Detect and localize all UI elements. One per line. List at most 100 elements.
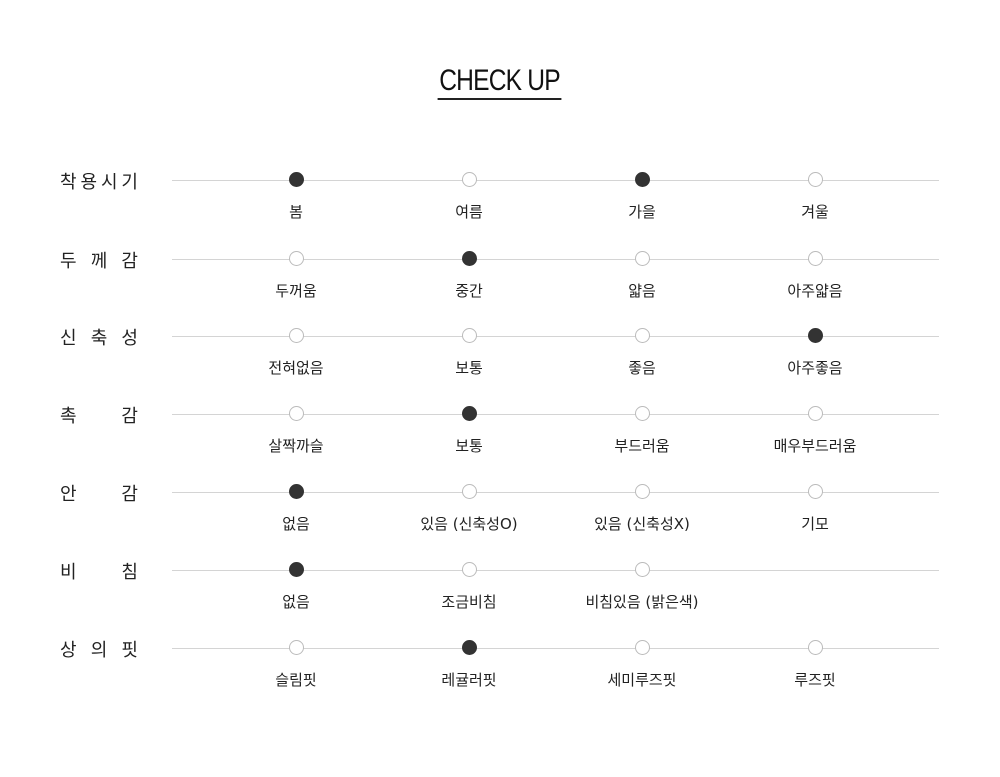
checkup-row: 착용시기 봄 여름 가을 겨울 bbox=[0, 172, 1000, 240]
option-label: 가을 bbox=[628, 203, 656, 221]
option-item[interactable]: 없음 bbox=[216, 562, 376, 612]
option-item[interactable]: 조금비침 bbox=[389, 562, 549, 612]
radio-unselected-icon[interactable] bbox=[634, 328, 650, 343]
option-item[interactable]: 전혀없음 bbox=[216, 328, 376, 378]
option-label: 루즈핏 bbox=[794, 671, 836, 689]
option-label: 아주얇음 bbox=[787, 282, 843, 300]
option-item[interactable]: 겨울 bbox=[735, 172, 895, 222]
row-divider-line bbox=[172, 414, 939, 415]
option-item[interactable]: 있음 (신축성O) bbox=[389, 484, 549, 534]
option-item[interactable]: 레귤러핏 bbox=[389, 640, 549, 690]
option-item[interactable]: 슬림핏 bbox=[216, 640, 376, 690]
option-label: 있음 (신축성X) bbox=[594, 515, 690, 533]
radio-unselected-icon[interactable] bbox=[288, 406, 304, 421]
option-label: 조금비침 bbox=[441, 593, 497, 611]
radio-unselected-icon[interactable] bbox=[807, 172, 823, 187]
option-label: 세미루즈핏 bbox=[607, 671, 677, 689]
option-label: 레귤러핏 bbox=[441, 671, 497, 689]
radio-selected-icon[interactable] bbox=[461, 251, 477, 266]
radio-unselected-icon[interactable] bbox=[288, 640, 304, 655]
row-divider-line bbox=[172, 492, 939, 493]
option-item[interactable]: 봄 bbox=[216, 172, 376, 222]
option-item[interactable]: 중간 bbox=[389, 251, 549, 301]
option-label: 여름 bbox=[455, 203, 483, 221]
option-item[interactable]: 세미루즈핏 bbox=[562, 640, 722, 690]
radio-unselected-icon[interactable] bbox=[634, 562, 650, 577]
option-item[interactable]: 보통 bbox=[389, 328, 549, 378]
option-label: 있음 (신축성O) bbox=[420, 515, 518, 533]
option-item[interactable]: 살짝까슬 bbox=[216, 406, 376, 456]
option-label: 얇음 bbox=[628, 282, 656, 300]
radio-unselected-icon[interactable] bbox=[461, 562, 477, 577]
option-item[interactable]: 가을 bbox=[562, 172, 722, 222]
option-item[interactable]: 두꺼움 bbox=[216, 251, 376, 301]
row-label: 촉감 bbox=[60, 406, 183, 427]
radio-selected-icon[interactable] bbox=[807, 328, 823, 343]
option-label: 보통 bbox=[455, 437, 483, 455]
option-item[interactable]: 기모 bbox=[735, 484, 895, 534]
option-item[interactable]: 없음 bbox=[216, 484, 376, 534]
option-item[interactable]: 아주좋음 bbox=[735, 328, 895, 378]
row-label: 안감 bbox=[60, 484, 183, 505]
option-label: 없음 bbox=[282, 515, 310, 533]
option-item[interactable]: 비침있음 (밝은색) bbox=[562, 562, 722, 612]
option-item[interactable]: 보통 bbox=[389, 406, 549, 456]
radio-unselected-icon[interactable] bbox=[807, 484, 823, 499]
checkup-row: 두께감 두꺼움 중간 얇음 아주얇음 bbox=[0, 251, 1000, 319]
option-label: 아주좋음 bbox=[787, 359, 843, 377]
radio-unselected-icon[interactable] bbox=[634, 640, 650, 655]
option-label: 전혀없음 bbox=[268, 359, 324, 377]
radio-unselected-icon[interactable] bbox=[461, 484, 477, 499]
radio-unselected-icon[interactable] bbox=[461, 328, 477, 343]
radio-unselected-icon[interactable] bbox=[807, 406, 823, 421]
option-label: 중간 bbox=[455, 282, 483, 300]
option-item[interactable]: 얇음 bbox=[562, 251, 722, 301]
radio-unselected-icon[interactable] bbox=[634, 406, 650, 421]
radio-unselected-icon[interactable] bbox=[634, 484, 650, 499]
row-divider-line bbox=[172, 648, 939, 649]
radio-unselected-icon[interactable] bbox=[461, 172, 477, 187]
option-label: 없음 bbox=[282, 593, 310, 611]
radio-selected-icon[interactable] bbox=[634, 172, 650, 187]
option-item[interactable]: 여름 bbox=[389, 172, 549, 222]
row-divider-line bbox=[172, 570, 939, 571]
option-item[interactable]: 있음 (신축성X) bbox=[562, 484, 722, 534]
row-label: 상의핏 bbox=[60, 640, 153, 661]
option-label: 매우부드러움 bbox=[773, 437, 857, 455]
option-label: 봄 bbox=[289, 203, 303, 221]
row-label: 신축성 bbox=[60, 328, 153, 349]
row-label: 비침 bbox=[60, 562, 183, 583]
page-title: CHECK UP bbox=[438, 64, 562, 100]
option-item[interactable]: 부드러움 bbox=[562, 406, 722, 456]
radio-unselected-icon[interactable] bbox=[807, 640, 823, 655]
radio-unselected-icon[interactable] bbox=[288, 251, 304, 266]
radio-selected-icon[interactable] bbox=[461, 406, 477, 421]
radio-unselected-icon[interactable] bbox=[634, 251, 650, 266]
option-item[interactable]: 좋음 bbox=[562, 328, 722, 378]
option-label: 보통 bbox=[455, 359, 483, 377]
option-item[interactable]: 루즈핏 bbox=[735, 640, 895, 690]
row-divider-line bbox=[172, 259, 939, 260]
option-label: 겨울 bbox=[801, 203, 829, 221]
radio-unselected-icon[interactable] bbox=[807, 251, 823, 266]
radio-unselected-icon[interactable] bbox=[288, 328, 304, 343]
option-label: 두꺼움 bbox=[275, 282, 317, 300]
radio-selected-icon[interactable] bbox=[288, 484, 304, 499]
radio-selected-icon[interactable] bbox=[461, 640, 477, 655]
option-label: 살짝까슬 bbox=[268, 437, 324, 455]
option-label: 부드러움 bbox=[614, 437, 670, 455]
radio-selected-icon[interactable] bbox=[288, 172, 304, 187]
option-item[interactable]: 매우부드러움 bbox=[735, 406, 895, 456]
option-label: 좋음 bbox=[628, 359, 656, 377]
radio-selected-icon[interactable] bbox=[288, 562, 304, 577]
option-item[interactable]: 아주얇음 bbox=[735, 251, 895, 301]
option-label: 슬림핏 bbox=[275, 671, 317, 689]
title-wrap: CHECK UP bbox=[0, 64, 1000, 100]
option-label: 기모 bbox=[801, 515, 829, 533]
